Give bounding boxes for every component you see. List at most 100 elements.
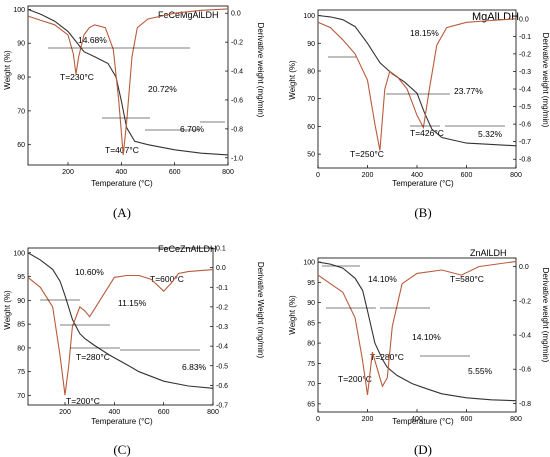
weight-curve <box>317 14 517 147</box>
y-tick-label: 80 <box>307 341 315 348</box>
annotation: 23.77% <box>454 86 483 96</box>
y2-tick-label: -1.0 <box>231 155 243 162</box>
y2-axis-label: Derivative weight (mg/min) <box>541 268 550 363</box>
derivative-curve <box>27 269 214 396</box>
y2-tick-label: -0.5 <box>519 104 531 111</box>
y2-axis-label: Derivative weight (mg/min) <box>256 23 265 118</box>
y-tick-label: 100 <box>303 13 315 20</box>
y2-tick-label: -0.1 <box>216 285 228 292</box>
y-tick-label: 70 <box>17 393 25 400</box>
y-tick-label: 60 <box>307 124 315 131</box>
annotation: 20.72% <box>148 84 177 94</box>
panel-a: Weight (%) Derivative weight (mg/min) Te… <box>3 5 265 220</box>
y-tick-label: 90 <box>17 41 25 48</box>
weight-curve <box>27 252 214 389</box>
annotation: 6.70% <box>180 124 205 134</box>
annotation: T=280°C <box>370 352 404 362</box>
x-tick-label: 400 <box>411 416 423 423</box>
annotation: T=230°C <box>60 72 94 82</box>
x-tick-label: 800 <box>207 409 219 416</box>
x-tick-label: 0 <box>316 416 320 423</box>
annotation: T=407°C <box>105 145 139 155</box>
annotation: T=200°C <box>66 396 100 406</box>
y-tick-label: 90 <box>17 298 25 305</box>
y-tick-label: 100 <box>303 260 315 267</box>
annotation: 5.32% <box>478 129 503 139</box>
y-tick-label: 70 <box>17 108 25 115</box>
y2-tick-label: 0.0 <box>519 264 529 271</box>
y-tick-label: 75 <box>307 361 315 368</box>
annotation: 14.68% <box>78 35 107 45</box>
y-tick-label: 95 <box>307 280 315 287</box>
y2-tick-label: -0.6 <box>231 97 243 104</box>
y2-tick-label: -0.2 <box>231 40 243 47</box>
x-axis-label: Temperature (°C) <box>91 417 153 426</box>
x-axis-label: Temperature (°C) <box>392 417 454 426</box>
derivative-curve <box>317 260 517 395</box>
y-tick-label: 100 <box>13 7 25 14</box>
sample-label: ZnAlLDH <box>470 248 507 258</box>
x-tick-label: 800 <box>222 169 234 176</box>
y-tick-label: 70 <box>307 96 315 103</box>
panel-c: Weight (%) Derivative Weight (mg/min) Te… <box>3 244 265 457</box>
y-tick-label: 80 <box>17 345 25 352</box>
y-tick-label: 70 <box>307 381 315 388</box>
sample-label: MgAlLDH <box>472 11 519 23</box>
annotation: 10.60% <box>75 267 104 277</box>
y-tick-label: 90 <box>307 300 315 307</box>
y2-tick-label: -0.5 <box>216 363 228 370</box>
y2-tick-label: -0.8 <box>519 157 531 164</box>
derivative-curve <box>317 18 517 151</box>
y-axis-label: Weight (%) <box>288 295 297 335</box>
x-tick-label: 600 <box>461 416 473 423</box>
annotation: 11.15% <box>118 298 147 308</box>
derivative-curve <box>27 8 229 155</box>
x-tick-label: 200 <box>62 169 74 176</box>
y2-tick-label: -0.2 <box>519 298 531 305</box>
y2-tick-label: -0.6 <box>519 367 531 374</box>
y2-tick-label: -0.3 <box>519 69 531 76</box>
weight-curve <box>317 261 517 402</box>
x-axis-label: Temperature (°C) <box>91 179 153 188</box>
y2-tick-label: -0.7 <box>216 403 228 410</box>
x-tick-label: 600 <box>169 169 181 176</box>
panel-caption: (B) <box>414 205 431 220</box>
x-tick-label: 200 <box>362 172 374 179</box>
x-tick-label: 200 <box>362 416 374 423</box>
annotation: 5.55% <box>468 366 493 376</box>
panel-d: Weight (%) Derivative weight (mg/min) Te… <box>288 248 550 457</box>
y-tick-label: 75 <box>17 369 25 376</box>
x-tick-label: 400 <box>115 169 127 176</box>
annotation: 6.83% <box>182 362 207 372</box>
annotation: T=426°C <box>410 128 444 138</box>
sample-label: FeCeZnAlLDH <box>158 244 217 254</box>
x-tick-label: 200 <box>59 409 71 416</box>
y2-tick-label: -0.3 <box>216 324 228 331</box>
y-tick-label: 60 <box>17 142 25 149</box>
annotation: 14.10% <box>412 332 441 342</box>
y-tick-label: 100 <box>13 250 25 257</box>
y-tick-label: 85 <box>307 320 315 327</box>
y2-axis-label: Derivative Weight (mg/min) <box>256 262 265 359</box>
y-axis-label: Weight (%) <box>3 50 12 90</box>
annotation: T=200°C <box>338 374 372 384</box>
x-tick-label: 400 <box>108 409 120 416</box>
x-axis-label: Temperature (°C) <box>392 179 454 188</box>
x-tick-label: 600 <box>461 172 473 179</box>
y2-tick-label: -0.8 <box>231 126 243 133</box>
y-tick-label: 50 <box>307 152 315 159</box>
y-tick-label: 95 <box>17 274 25 281</box>
y2-tick-label: -0.6 <box>216 383 228 390</box>
y2-tick-label: -0.6 <box>519 122 531 129</box>
y-tick-label: 85 <box>17 322 25 329</box>
y2-tick-label: -0.4 <box>216 344 228 351</box>
y-axis-label: Weight (%) <box>3 290 12 330</box>
y2-tick-label: -0.2 <box>216 304 228 311</box>
annotation: 14.10% <box>368 274 397 284</box>
x-tick-label: 400 <box>411 172 423 179</box>
annotation: T=250°C <box>350 149 384 159</box>
annotation: T=600°C <box>150 274 184 284</box>
weight-curve <box>27 8 229 156</box>
y-tick-label: 80 <box>17 75 25 82</box>
